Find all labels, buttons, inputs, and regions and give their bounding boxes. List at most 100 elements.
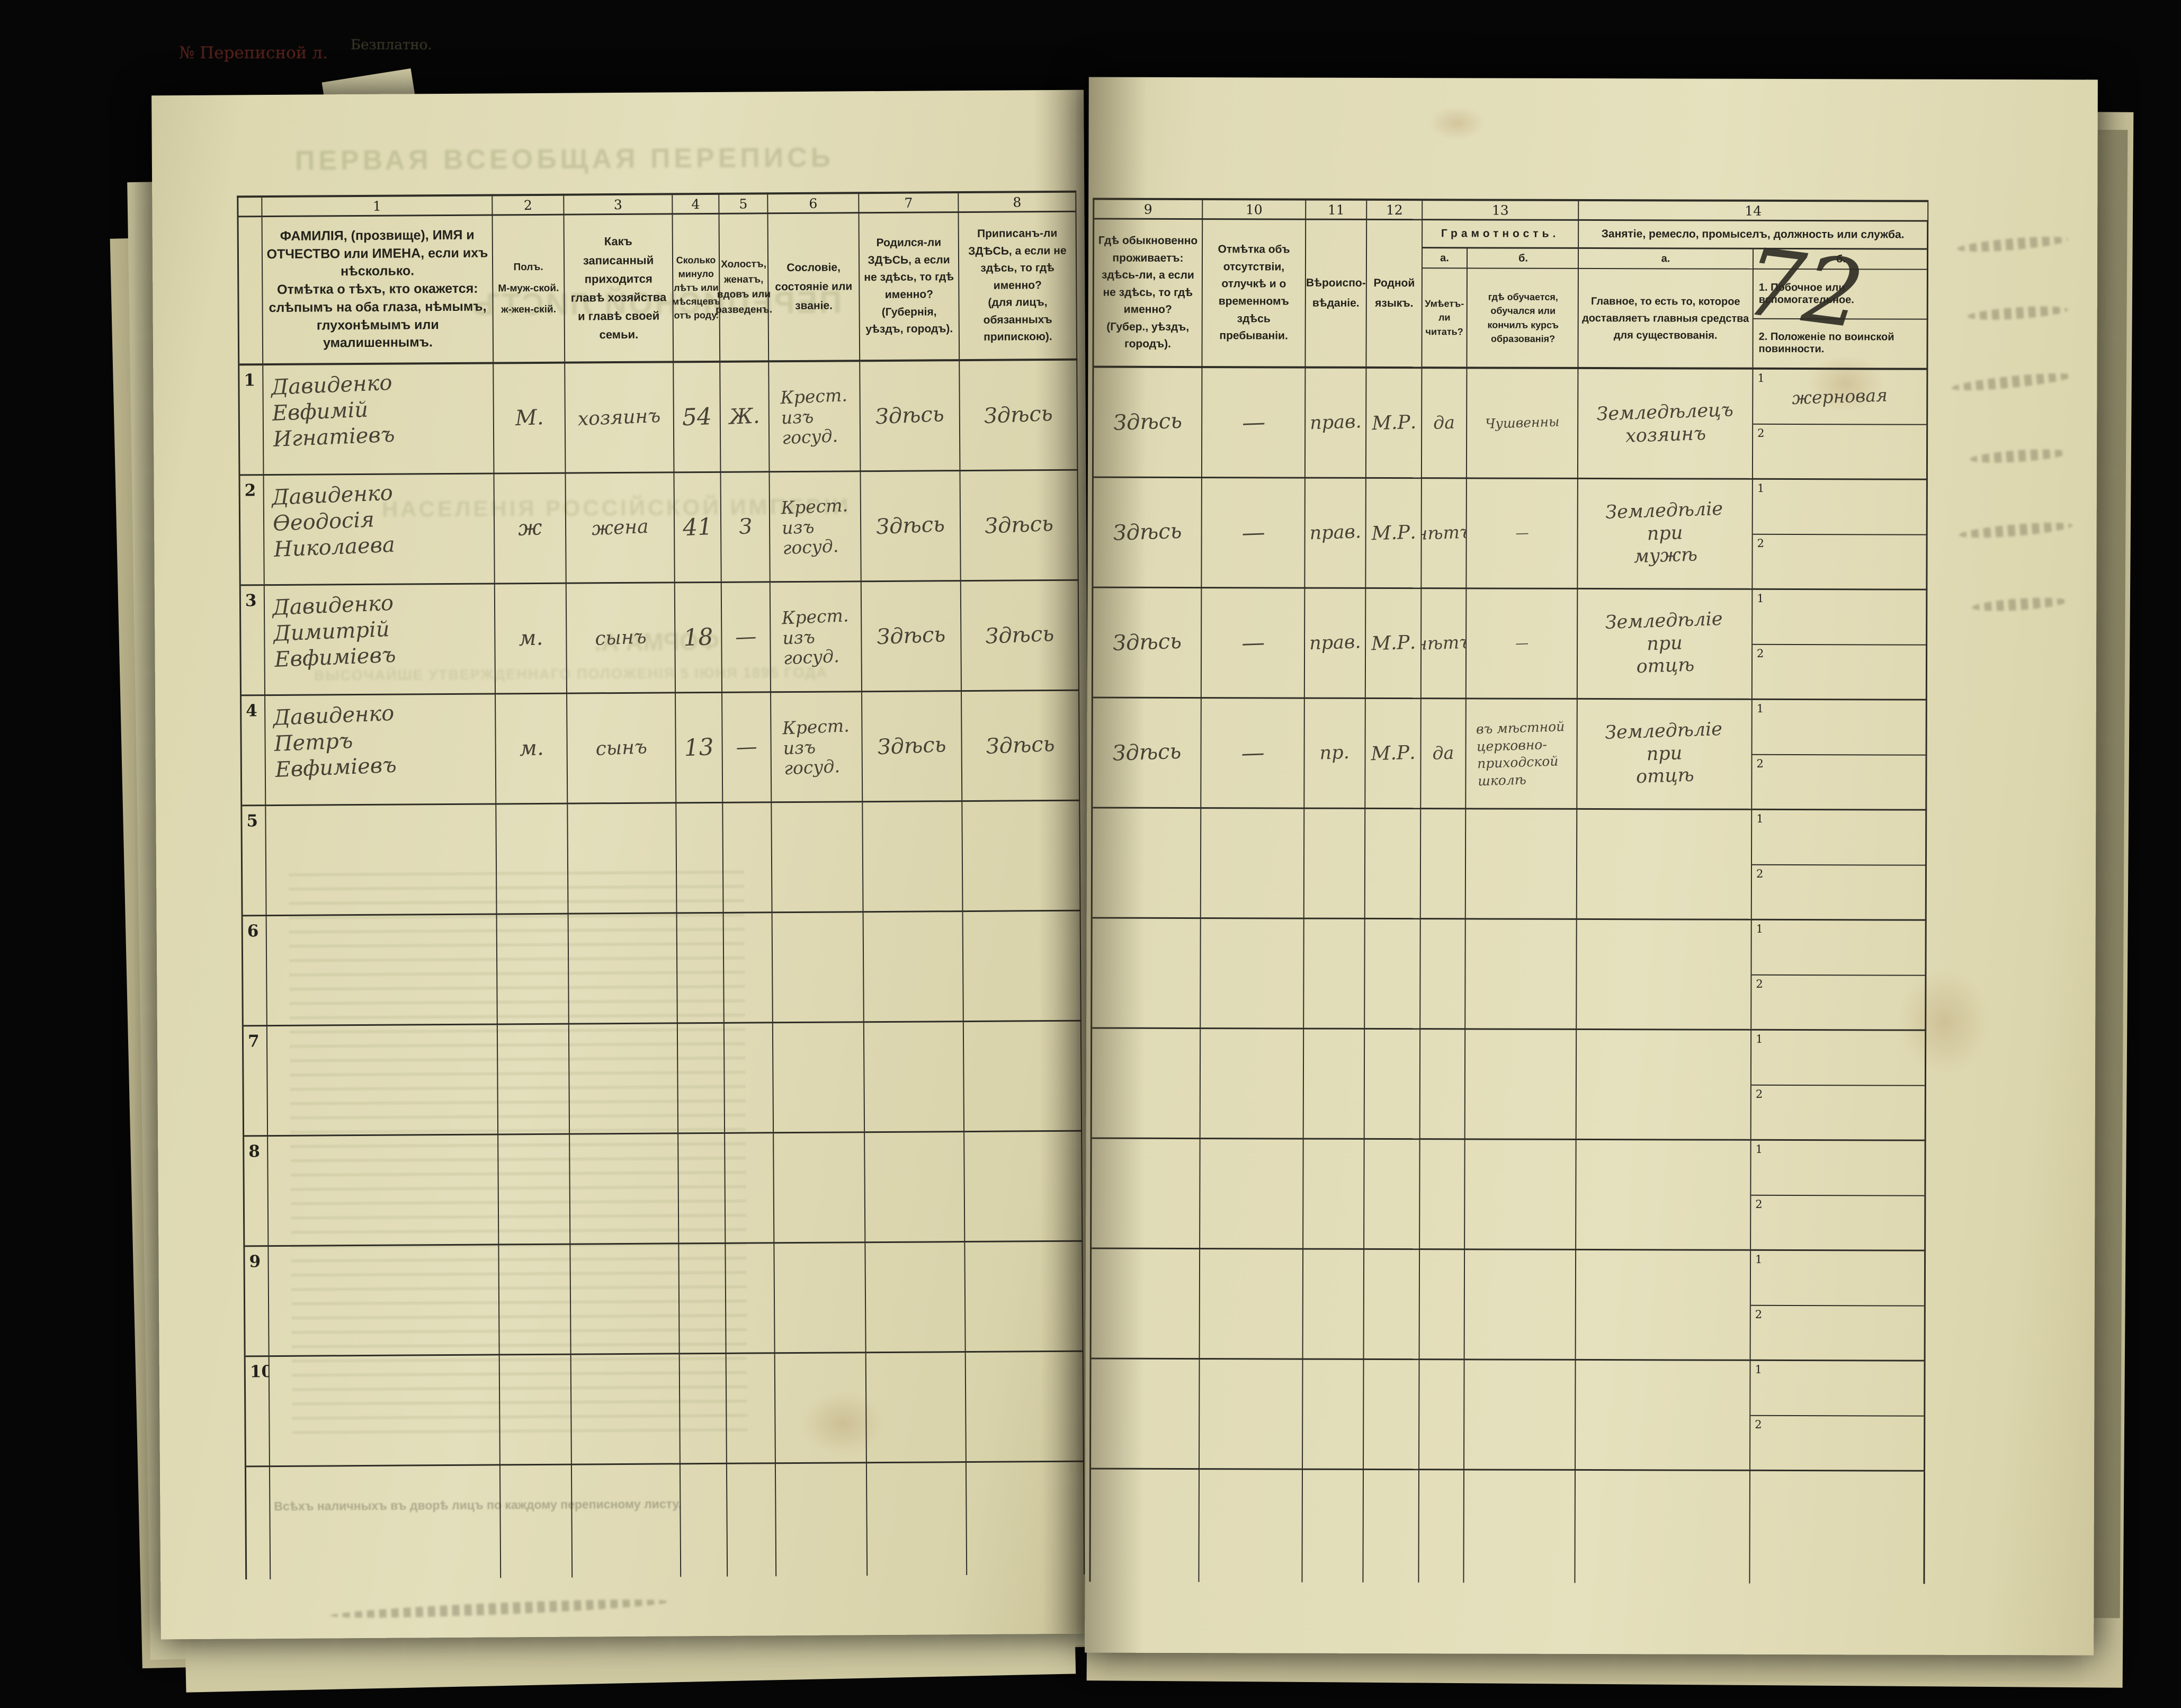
cell-estate: Крест. изъ госуд. (770, 472, 862, 583)
military-status-box: 2 (1753, 645, 1926, 699)
cell-can-read (1419, 1250, 1465, 1361)
footer-handwriting-trace (330, 1596, 669, 1622)
sub-cell-label: 1 (1755, 1363, 1762, 1376)
cell-where-educated (1465, 809, 1578, 920)
handwriting-estate: Крест. изъ госуд. (780, 494, 848, 558)
handwriting-residence: Здѣсь (1112, 518, 1182, 546)
col-number: 6 (768, 194, 860, 214)
table-row: 10 (245, 1352, 1084, 1468)
table-row: 7 (243, 1021, 1083, 1137)
header-col2-sex: Полъ. М-муж-ской. ж-жен-скій. (493, 215, 566, 364)
cell-occupation-main: Земледѣліе при отцѣ (1577, 589, 1753, 700)
occupation-sub-b: б. 1. Побочное или вспомогательное. 2. П… (1753, 249, 1929, 368)
cell-where-educated (1465, 1030, 1577, 1140)
cell-born-here: Здѣсь (861, 582, 962, 693)
military-status-box: 2 (1752, 865, 1925, 919)
edge-handwriting-trace (1959, 520, 2073, 541)
cell-relation (570, 1134, 680, 1245)
cell-occupation-main (1576, 1030, 1752, 1141)
cell-religion (1304, 809, 1366, 919)
literacy-title: Грамотность. (1423, 220, 1578, 249)
sub-label-a: а. (1422, 248, 1467, 269)
sub-cell-label: 1 (1757, 592, 1764, 605)
cell-absence (1200, 1139, 1304, 1250)
cell-registered-here (965, 1241, 1084, 1353)
table-row: 2 Давиденко Ѳеодосія Николаева ж жена 41… (240, 470, 1079, 586)
cell-where-educated: Чушвенны (1467, 369, 1579, 479)
cell-occupation-side: 1 2 (1752, 700, 1927, 811)
cell-born-here: Здѣсь (860, 361, 961, 472)
handwriting-occupation-main: Земледѣліе при отцѣ (1605, 609, 1723, 678)
sub-cell-label: 1 (1756, 702, 1764, 715)
cell-relation (571, 1354, 681, 1465)
open-cell (1464, 1470, 1576, 1583)
cell-relation: хозяинъ (565, 363, 675, 474)
cell-registered-here (963, 911, 1081, 1023)
cell-occupation-side: 1 2 (1750, 1250, 1926, 1362)
cell-name (266, 915, 498, 1027)
handwriting-age: 54 (681, 403, 712, 431)
cell-language: М.Р. (1366, 478, 1422, 589)
cell-sex (498, 1134, 571, 1246)
header-col8-registered-here: Приписанъ-ли ЗДѢСЬ, а если не здѣсь, то … (959, 212, 1078, 362)
table-header-right: Гдѣ обыкновенно проживаетъ: здѣсь-ли, а … (1094, 219, 1929, 370)
header-rownum-spacer (238, 217, 264, 366)
cell-residence: Здѣсь (1093, 478, 1202, 589)
sub-cell-label: 2 (1757, 647, 1764, 660)
header-col9-residence: Гдѣ обыкновенно проживаетъ: здѣсь-ли, а … (1094, 219, 1203, 369)
cell-marital: Ж. (720, 362, 770, 473)
side-occupation-box: 1 (1753, 479, 1926, 535)
handwriting-religion: прав. (1309, 521, 1362, 544)
table-row: 1 2 (1092, 808, 1927, 921)
sub-label-a: а. (1578, 248, 1753, 270)
table-row: 1 2 (1092, 918, 1927, 1031)
cell-occupation-side: 1 2 (1751, 1030, 1927, 1141)
cell-marital: З (721, 472, 771, 583)
handwriting-registered-here: Здѣсь (984, 511, 1054, 539)
military-status-box: 2 (1751, 1305, 1924, 1360)
cell-can-read (1419, 1360, 1465, 1471)
literacy-sub-a: а. Умѣетъ-ли читать? (1422, 248, 1468, 367)
cell-occupation-main (1576, 1250, 1751, 1361)
side-occupation-box: 1 (1751, 920, 1925, 976)
edge-handwriting-trace (1969, 446, 2068, 466)
handwriting-residence: Здѣсь (1113, 408, 1183, 435)
cell-residence (1092, 918, 1201, 1030)
cell-registered-here: Здѣсь (960, 360, 1078, 472)
cell-born-here (863, 912, 964, 1023)
cell-occupation-main (1577, 809, 1753, 920)
cell-residence (1091, 1249, 1201, 1360)
military-status-box: 2 (1752, 755, 1925, 809)
sub-cell-label: 2 (1755, 1418, 1762, 1431)
cell-religion: прав. (1305, 478, 1366, 589)
cell-age: 41 (674, 472, 722, 584)
cell-language (1364, 1360, 1420, 1471)
table-row: 8 (244, 1131, 1083, 1247)
cell-estate (774, 1133, 866, 1244)
cell-residence (1092, 1139, 1201, 1250)
right-page: 72 9 10 11 12 13 14 Гдѣ обыкновенно прож… (1085, 77, 2098, 1656)
literacy-where-educated: гдѣ обучается, обучался или кончилъ курс… (1487, 291, 1559, 344)
col-number: 9 (1094, 200, 1203, 220)
cell-born-here (864, 1022, 965, 1133)
cell-sex (496, 804, 569, 915)
sub-cell-label: 2 (1756, 867, 1764, 880)
header-col14-occupation: Занятіе, ремесло, промыселъ, должность и… (1578, 220, 1929, 370)
sub-cell-label: 2 (1756, 757, 1764, 770)
cell-can-read (1420, 809, 1467, 920)
cell-can-read: да (1422, 369, 1468, 479)
cell-relation (569, 1024, 679, 1135)
handwriting-language: М.Р. (1371, 411, 1417, 434)
handwriting-can-read: нѣтъ (1422, 521, 1467, 544)
handwriting-sex: М. (514, 405, 544, 431)
occupation-main: Главное, то есть то, которое доставляетъ… (1582, 295, 1749, 342)
cell-sex: ж (494, 473, 567, 585)
col-number: 8 (959, 192, 1077, 213)
sub-label-b: б. (1467, 248, 1579, 269)
sub-cell-label: 1 (1755, 1142, 1763, 1156)
open-cell (966, 1462, 1085, 1576)
occupation-title: Занятіе, ремесло, промыселъ, должность и… (1579, 220, 1927, 250)
cell-language (1364, 1249, 1420, 1361)
cell-where-educated (1465, 1140, 1577, 1250)
side-occupation-box: 1 (1752, 810, 1926, 866)
